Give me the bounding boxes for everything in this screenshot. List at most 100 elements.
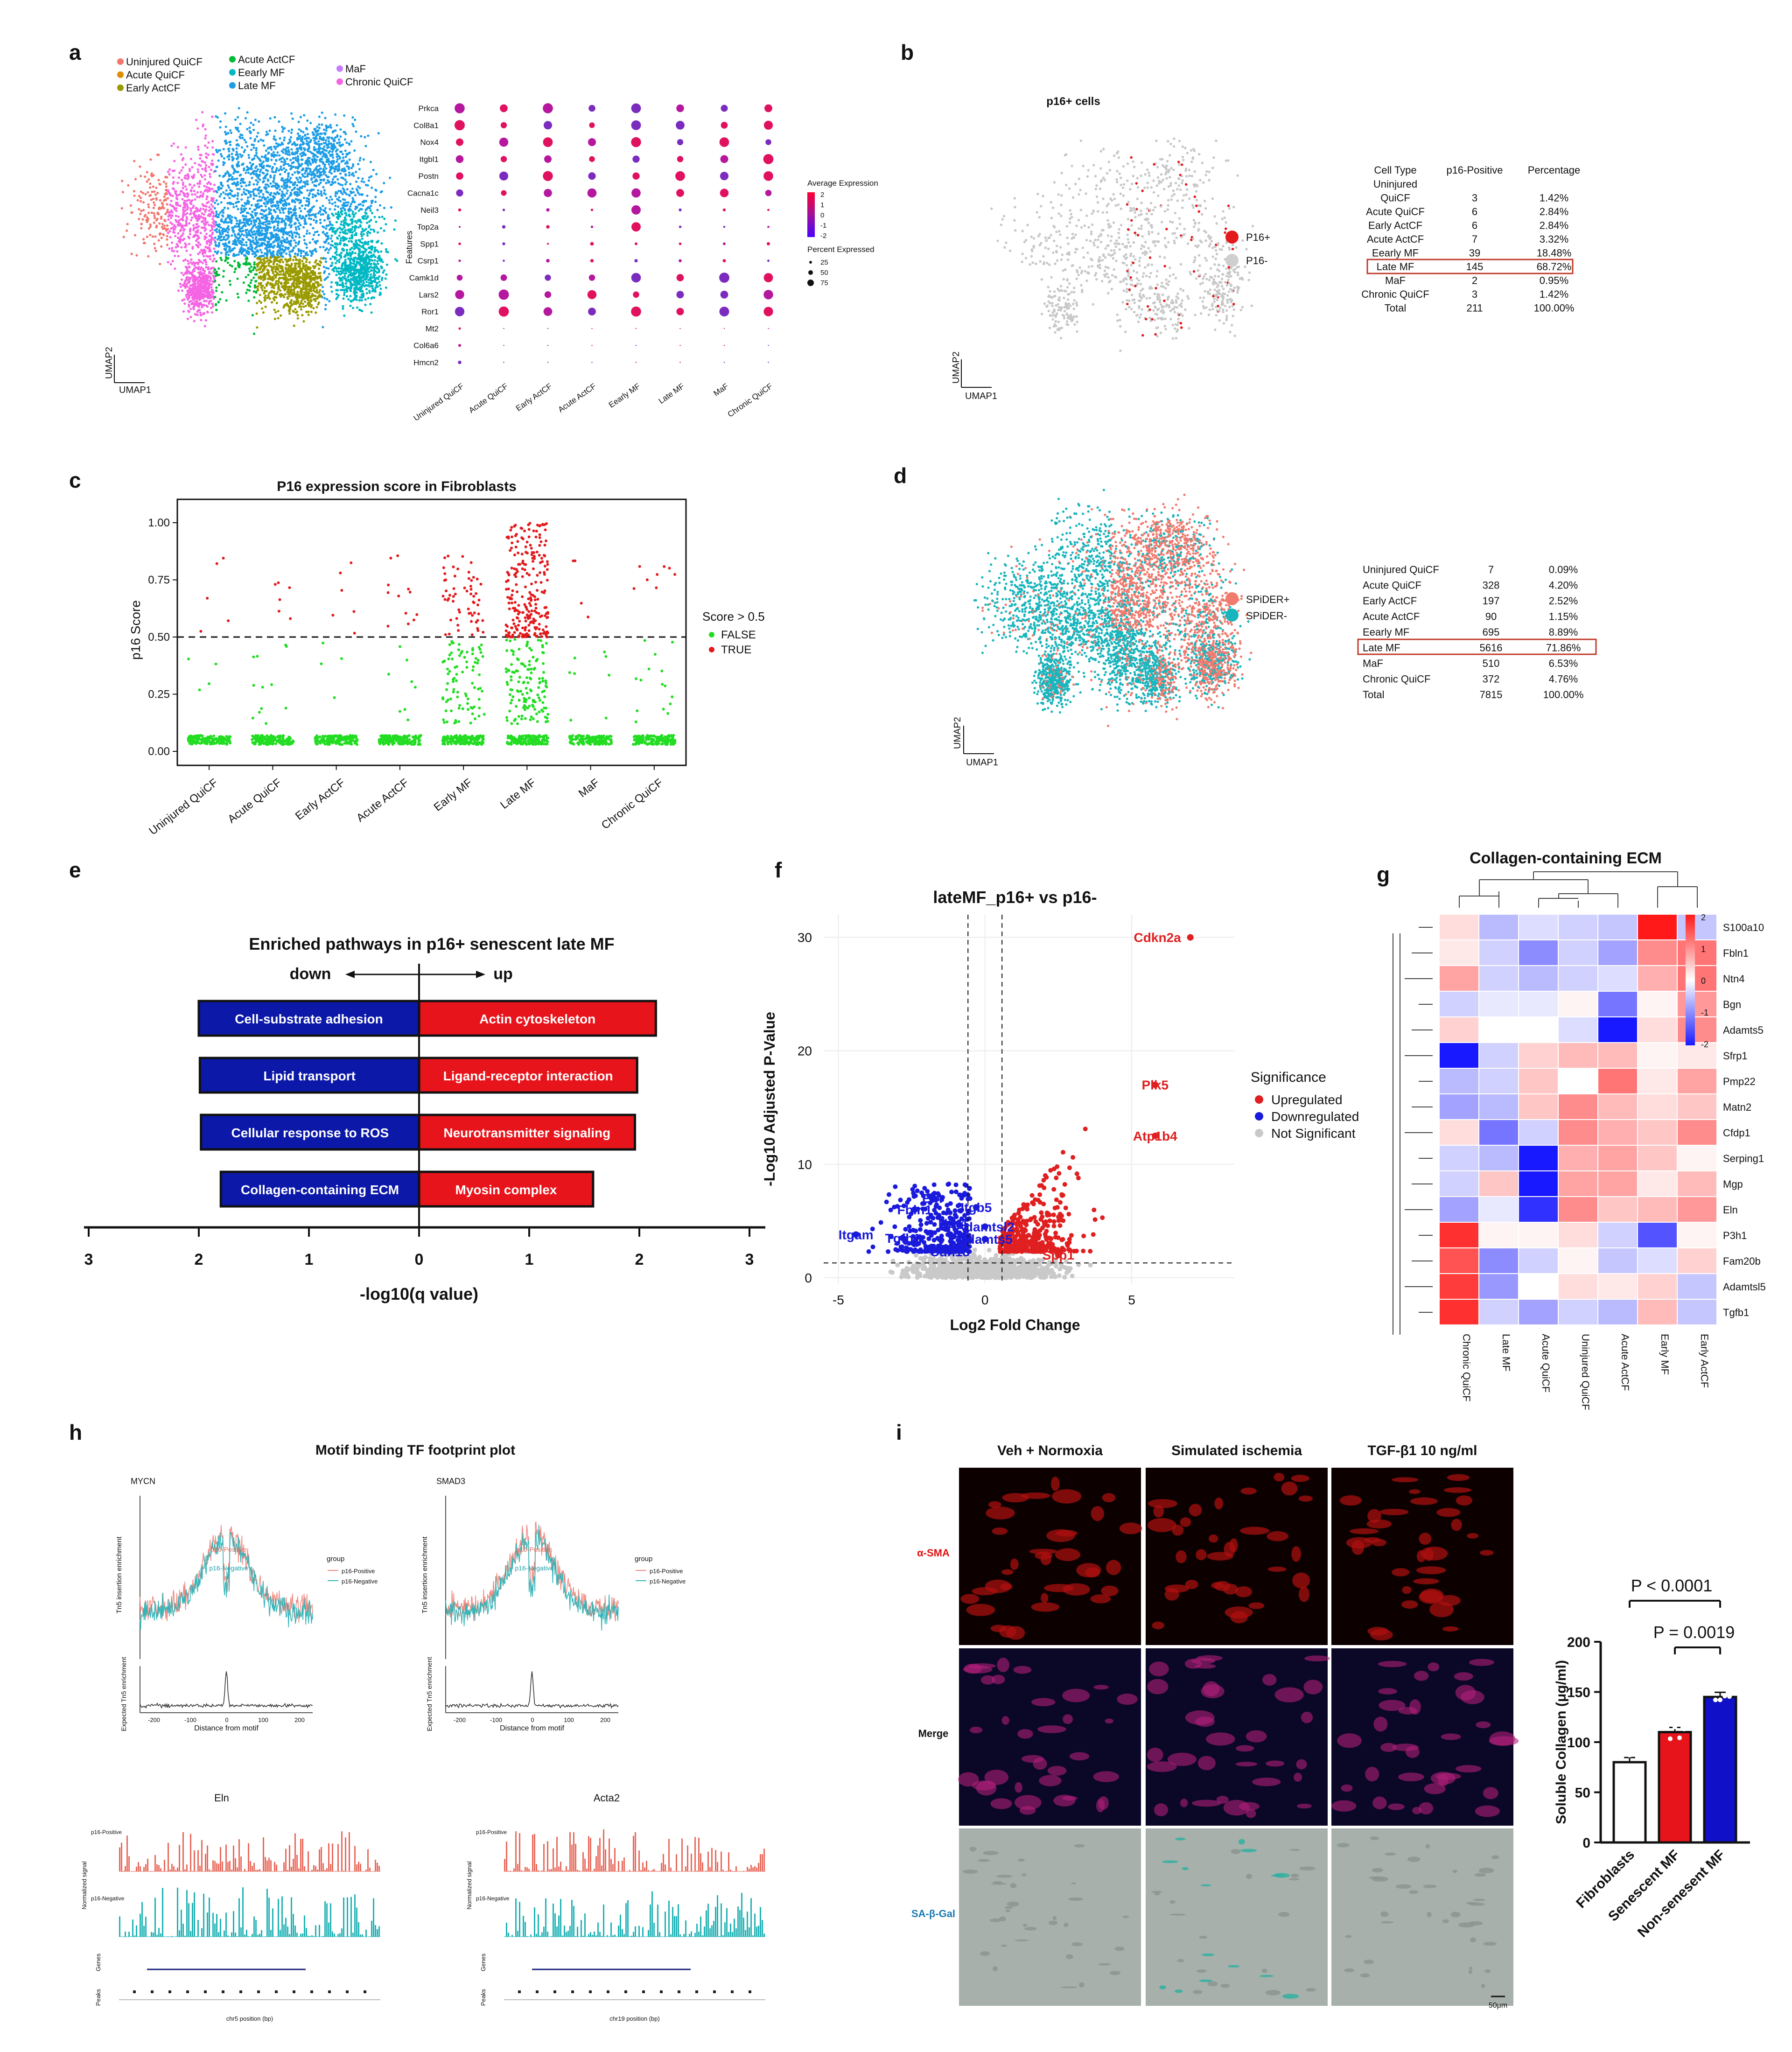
umap-cell bbox=[322, 186, 325, 189]
umap-cell bbox=[350, 278, 352, 280]
umap-cell bbox=[276, 226, 279, 230]
umap-cell bbox=[222, 163, 225, 166]
umap-cell bbox=[345, 181, 348, 183]
umap-cell bbox=[300, 158, 303, 161]
panel-letter-i: i bbox=[896, 1420, 902, 1444]
umap-cell bbox=[365, 277, 368, 280]
umap-cell bbox=[275, 257, 278, 260]
umap-cell bbox=[301, 216, 304, 218]
umap-cell bbox=[175, 215, 177, 217]
umap-cell bbox=[327, 175, 330, 178]
umap-cell bbox=[322, 226, 325, 229]
umap-cell bbox=[262, 172, 265, 175]
umap-cell bbox=[322, 136, 325, 139]
umap-cell bbox=[285, 252, 288, 255]
umap-cell bbox=[369, 231, 371, 234]
umap-cell bbox=[297, 225, 300, 228]
umap-cell bbox=[282, 163, 285, 167]
umap-cell bbox=[201, 203, 204, 206]
umap-cell bbox=[198, 284, 201, 287]
umap-cell bbox=[185, 283, 188, 286]
umap-cell bbox=[314, 248, 317, 251]
umap-cell bbox=[225, 299, 228, 302]
umap-cell bbox=[339, 243, 342, 245]
umap-cell bbox=[199, 190, 203, 194]
umap-cell bbox=[262, 233, 265, 236]
umap-cell bbox=[344, 178, 347, 181]
umap-cell bbox=[224, 217, 227, 220]
umap-cell bbox=[169, 194, 172, 197]
umap-cell bbox=[186, 317, 189, 320]
umap-cell bbox=[271, 185, 273, 188]
umap-cell bbox=[294, 265, 297, 268]
umap-cell bbox=[345, 248, 349, 252]
umap-cell bbox=[222, 175, 224, 178]
umap-cell bbox=[348, 174, 350, 177]
umap-cell bbox=[370, 219, 372, 222]
umap-cell bbox=[176, 202, 179, 204]
umap-cell bbox=[340, 223, 343, 226]
umap-cell bbox=[293, 300, 295, 303]
umap-cell bbox=[245, 252, 248, 254]
umap-cell bbox=[331, 203, 334, 205]
umap-cell bbox=[166, 235, 168, 238]
umap-cell bbox=[278, 158, 281, 161]
umap-cell bbox=[294, 235, 297, 238]
umap-cell bbox=[160, 237, 163, 239]
umap-cell bbox=[268, 238, 271, 241]
umap-cell bbox=[245, 141, 247, 144]
umap-cell bbox=[381, 216, 384, 218]
umap-cell bbox=[184, 258, 187, 261]
umap-cell bbox=[166, 244, 168, 246]
umap-cell bbox=[275, 273, 278, 277]
umap-cell bbox=[217, 267, 220, 270]
umap-cell bbox=[328, 249, 330, 252]
umap-cell bbox=[359, 296, 362, 299]
umap-cell bbox=[262, 262, 265, 265]
umap-cell bbox=[279, 202, 282, 204]
umap-cell bbox=[213, 183, 216, 186]
umap-cell bbox=[250, 266, 253, 268]
umap-cell bbox=[287, 210, 290, 213]
umap-cell bbox=[228, 248, 231, 251]
umap-cell bbox=[254, 223, 257, 226]
umap-cell bbox=[313, 133, 315, 136]
umap-cell bbox=[265, 209, 267, 211]
umap-cell bbox=[344, 155, 347, 158]
umap-cell bbox=[208, 239, 210, 242]
umap-cell bbox=[317, 303, 320, 306]
umap-cell bbox=[296, 160, 299, 163]
umap-cell bbox=[354, 194, 357, 196]
umap-cell bbox=[314, 180, 316, 183]
umap-cell bbox=[259, 266, 262, 268]
umap-cell bbox=[253, 261, 256, 264]
umap-cell bbox=[309, 122, 312, 125]
umap-cell bbox=[393, 228, 396, 231]
umap-cell bbox=[178, 171, 181, 174]
umap-cell bbox=[360, 235, 363, 238]
umap-cell bbox=[336, 142, 339, 145]
umap-cell bbox=[344, 282, 347, 285]
umap-cell bbox=[380, 242, 383, 245]
umap-cell bbox=[328, 273, 330, 275]
panel-letter-c: c bbox=[69, 468, 81, 492]
umap-cell bbox=[172, 226, 175, 229]
umap-cell bbox=[293, 288, 295, 291]
umap-cell bbox=[310, 285, 313, 288]
umap-cell bbox=[348, 240, 350, 243]
umap-cell bbox=[320, 213, 322, 216]
umap-cell bbox=[325, 182, 328, 184]
umap-cell bbox=[149, 186, 152, 189]
umap-cell bbox=[172, 228, 175, 231]
umap-cell bbox=[288, 138, 291, 141]
umap-cell bbox=[289, 176, 292, 180]
umap-cell bbox=[360, 180, 363, 183]
umap-cell bbox=[308, 261, 311, 264]
umap-cell bbox=[298, 282, 301, 285]
umap-cell bbox=[305, 243, 308, 246]
umap-cell bbox=[329, 124, 332, 126]
umap-cell bbox=[252, 128, 255, 131]
umap-cell bbox=[221, 232, 224, 235]
umap-cell bbox=[286, 237, 288, 240]
umap-cell bbox=[184, 163, 187, 166]
